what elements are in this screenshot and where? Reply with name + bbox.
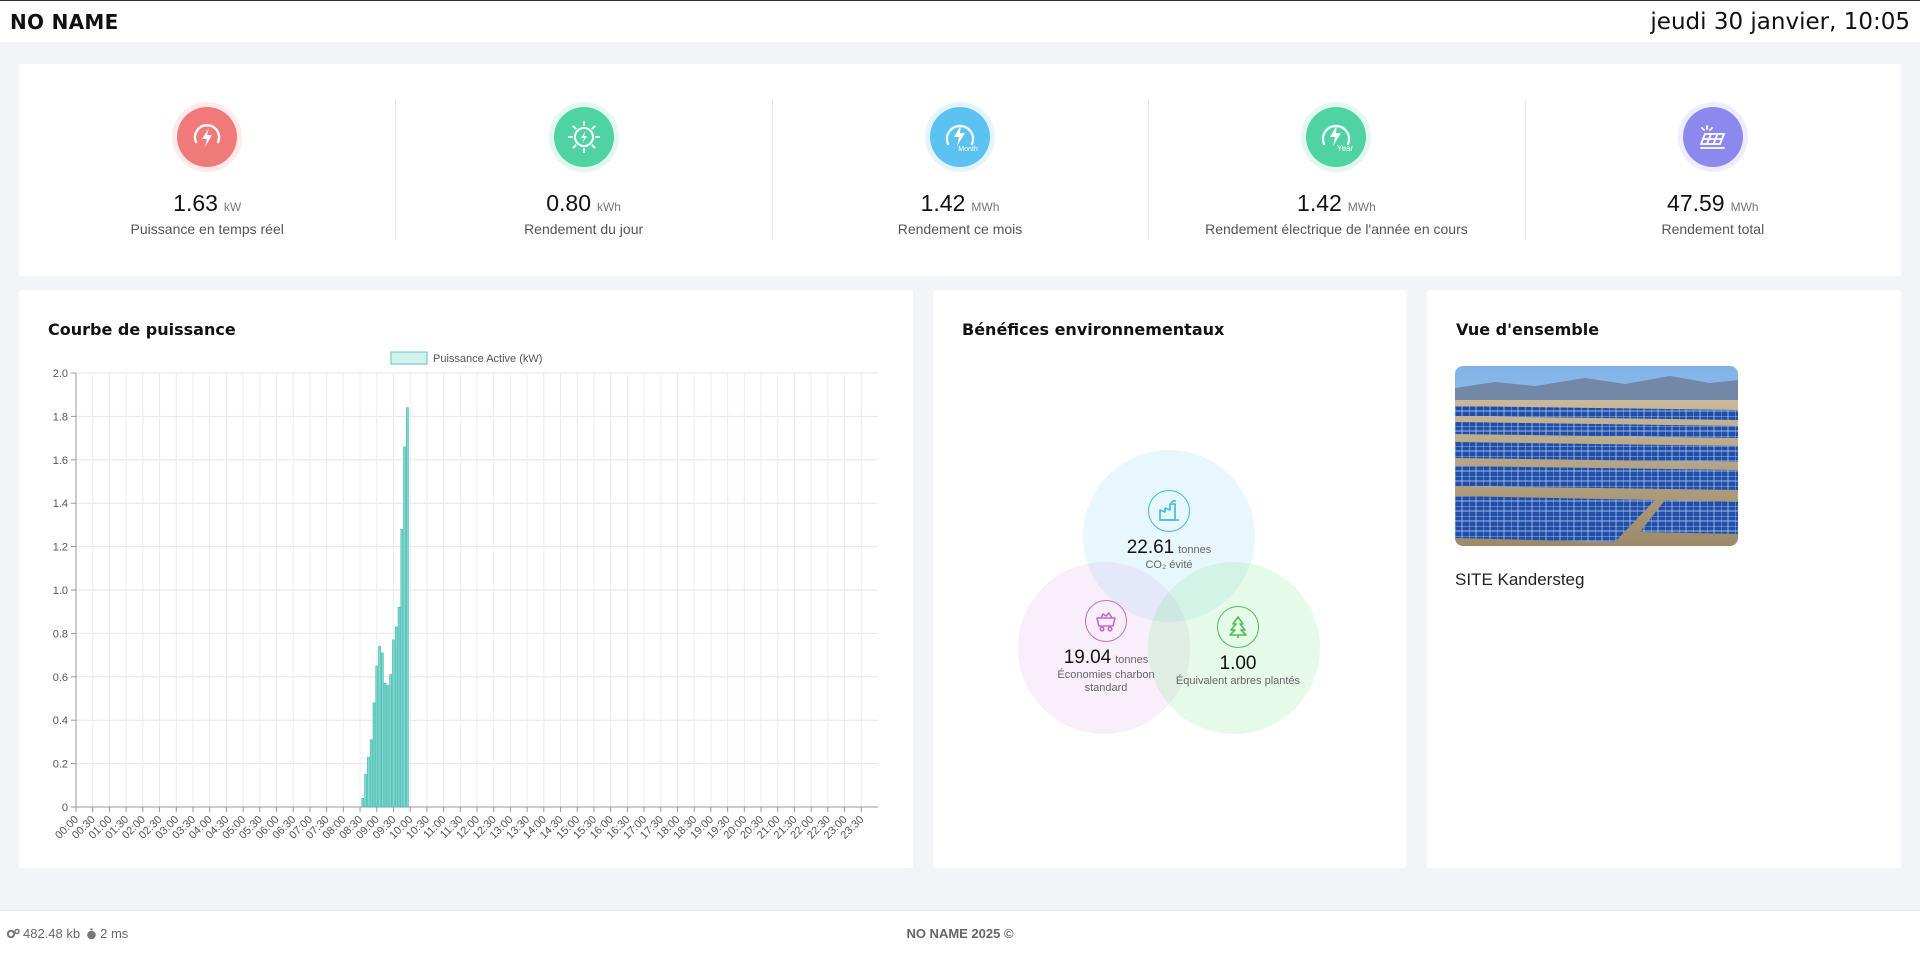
kpi-monthly-yield: Month 1.42 MWh Rendement ce mois	[771, 64, 1148, 276]
legend-label: Puissance Active (kW)	[433, 353, 542, 365]
kpi-label: Rendement du jour	[524, 221, 644, 237]
power-bar	[369, 739, 373, 808]
kpi-yearly-yield: Year 1.42 MWh Rendement électrique de l'…	[1148, 64, 1524, 276]
site-photo[interactable]	[1455, 366, 1738, 546]
co2-label: CO₂ évité	[1145, 559, 1193, 571]
kpi-label: Rendement total	[1661, 221, 1765, 237]
power-curve-title: Courbe de puissance	[48, 320, 236, 339]
overview-title: Vue d'ensemble	[1456, 320, 1600, 339]
overview-card: Vue d'ensemble SITE Kandersteg	[1427, 290, 1901, 868]
power-bar	[383, 683, 387, 808]
power-bar	[392, 639, 395, 808]
kpi-label: Puissance en temps réel	[130, 221, 284, 237]
kpi-unit: MWh	[971, 200, 1000, 214]
y-tick-label: 1.2	[53, 542, 68, 554]
kpi-realtime-power: 1.63 kW Puissance en temps réel	[19, 64, 395, 276]
kpi-unit: kW	[223, 200, 242, 214]
y-tick-label: 0.2	[53, 759, 68, 771]
power-bar	[389, 674, 392, 808]
co2-bubble	[1083, 450, 1255, 622]
y-tick-label: 2.0	[53, 368, 68, 380]
kpi-label: Rendement ce mois	[897, 221, 1023, 237]
coal-label-line1: Économies charbon	[1057, 669, 1155, 681]
gears-icon	[6, 928, 20, 938]
power-bar	[394, 626, 398, 808]
power-curve-chart: 00.20.40.60.81.01.21.41.61.82.000:0000:3…	[53, 351, 878, 842]
kpi-unit: MWh	[1347, 200, 1376, 214]
coal-savings-stat: 19.04 tonnes Économies charbon standard	[1021, 600, 1191, 695]
coal-label-line2: standard	[1084, 682, 1128, 694]
bolt-month-icon: Month	[930, 107, 991, 167]
solar-panel-icon	[1682, 107, 1743, 167]
co2-unit: tonnes	[1178, 544, 1212, 556]
stopwatch-icon	[87, 928, 96, 939]
y-tick-label: 1.8	[53, 411, 68, 423]
kpi-summary-card: 1.63 kW Puissance en temps réel 0.80 kWh…	[19, 64, 1901, 276]
power-bar	[375, 665, 379, 808]
y-tick-label: 0.4	[53, 715, 68, 727]
power-bar	[381, 652, 384, 808]
render-time: 2 ms	[100, 926, 129, 941]
svg-text:Month: Month	[958, 146, 978, 153]
coal-value: 19.04	[1063, 647, 1112, 668]
kpi-value: 47.59	[1667, 190, 1725, 216]
power-bar	[364, 774, 367, 808]
trees-label: Équivalent arbres plantés	[1175, 675, 1301, 687]
top-bar: NO NAME jeudi 30 janvier, 10:05	[0, 0, 1920, 42]
kpi-value: 1.63	[173, 190, 218, 216]
power-bar	[361, 798, 365, 808]
kpi-value: 1.42	[1297, 190, 1342, 216]
kpi-value: 1.42	[920, 190, 966, 216]
bolt-year-icon: Year	[1306, 107, 1367, 167]
power-bar	[386, 685, 390, 808]
kpi-label: Rendement électrique de l'année en cours	[1205, 221, 1468, 237]
y-tick-label: 1.0	[53, 585, 68, 597]
trees-planted-stat: 1.00 Équivalent arbres plantés	[1158, 606, 1318, 688]
current-datetime: jeudi 30 janvier, 10:05	[1650, 8, 1910, 35]
coal-cart-icon	[1085, 600, 1127, 642]
power-bar	[403, 446, 406, 808]
factory-icon	[1148, 490, 1190, 532]
trees-bubble	[1148, 562, 1320, 734]
y-tick-label: 1.6	[53, 455, 68, 467]
footer: 482.48 kb 2 ms NO NAME 2025 ©	[0, 910, 1920, 953]
power-bar	[378, 646, 381, 808]
benefits-venn: 22.61 tonnes CO₂ évité 19.04 tonnes Écon…	[933, 290, 1407, 868]
power-bar	[367, 756, 370, 808]
power-bar	[372, 702, 376, 808]
y-tick-label: 0.8	[53, 628, 68, 640]
power-curve-card: Courbe de puissance 0 0.2 0.4 0.6 0.8 1.0 1.2 1…	[19, 290, 913, 868]
site-name[interactable]: SITE Kandersteg	[1455, 570, 1585, 589]
co2-avoided-stat: 22.61 tonnes CO₂ évité	[1089, 490, 1249, 572]
power-bar	[400, 528, 404, 808]
trees-value: 1.00	[1219, 653, 1257, 674]
y-tick-label: 1.4	[53, 498, 68, 510]
kpi-total-yield: 47.59 MWh Rendement total	[1524, 64, 1901, 276]
brand-name: NO NAME	[10, 9, 119, 34]
y-tick-label: 0	[62, 802, 68, 814]
bolt-gauge-icon	[177, 107, 238, 167]
power-bar	[406, 407, 409, 808]
kpi-value: 0.80	[546, 190, 591, 216]
svg-text:Year: Year	[1337, 144, 1354, 153]
memory-usage: 482.48 kb	[23, 926, 81, 941]
coal-unit: tonnes	[1115, 654, 1149, 666]
environmental-benefits-card: Bénéfices environnementaux 22.61 tonnes …	[933, 290, 1407, 868]
footer-copyright: NO NAME 2025 ©	[906, 926, 1014, 941]
coal-bubble	[1018, 562, 1190, 734]
kpi-unit: kWh	[596, 200, 621, 214]
co2-value: 22.61	[1126, 537, 1175, 558]
kpi-daily-yield: 0.80 kWh Rendement du jour	[395, 64, 771, 276]
power-bar	[397, 607, 401, 808]
footer-stats: 482.48 kb 2 ms	[6, 926, 128, 941]
tree-icon	[1217, 606, 1259, 648]
y-tick-label: 0.6	[53, 672, 68, 684]
kpi-unit: MWh	[1730, 200, 1759, 214]
sun-bolt-icon	[553, 107, 614, 167]
env-benefits-title: Bénéfices environnementaux	[962, 320, 1225, 339]
legend-swatch	[390, 351, 428, 365]
